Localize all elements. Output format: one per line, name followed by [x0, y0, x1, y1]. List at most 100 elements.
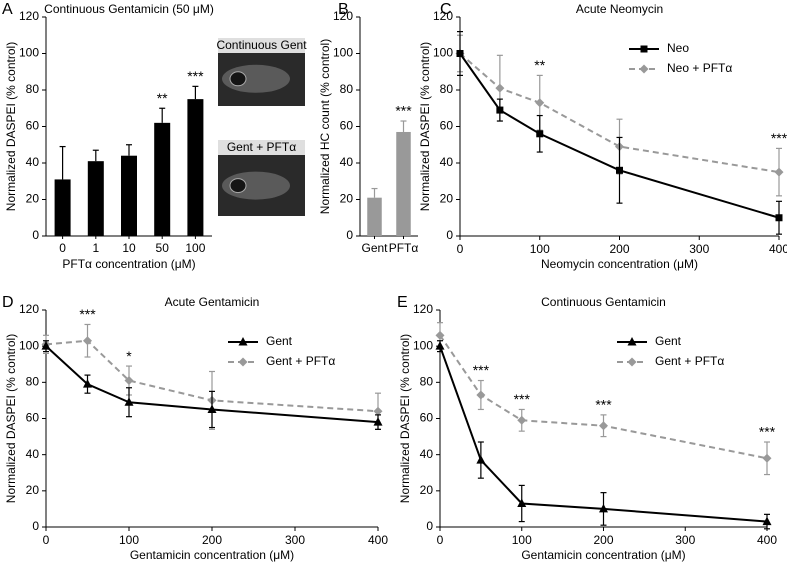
- bar: [154, 122, 171, 236]
- marker: [435, 341, 445, 350]
- y-tick-label: 60: [340, 119, 354, 133]
- x-tick-label: 400: [769, 242, 787, 256]
- error-bar: [159, 107, 166, 123]
- y-tick-label: 40: [26, 447, 40, 461]
- y-axis-label: Normalized DASPEI (% control): [418, 42, 432, 211]
- fish-eye: [229, 71, 247, 87]
- marker: [238, 337, 248, 346]
- panel-letter: A: [2, 1, 13, 18]
- y-axis-label: Normalized DASPEI (% control): [4, 334, 18, 503]
- chart-title: Acute Neomycin: [576, 2, 663, 16]
- marker: [495, 83, 505, 93]
- significance: ***: [759, 424, 776, 440]
- y-tick-label: 120: [333, 9, 353, 23]
- significance: *: [126, 348, 132, 364]
- marker: [124, 397, 134, 406]
- marker: [535, 98, 545, 108]
- y-tick-label: 100: [19, 338, 39, 352]
- y-tick-label: 120: [433, 9, 453, 23]
- y-tick-label: 0: [346, 228, 353, 242]
- y-tick-label: 80: [340, 82, 354, 96]
- marker: [627, 357, 637, 367]
- y-tick-label: 20: [26, 483, 40, 497]
- image-label: Continuous Gent: [216, 38, 307, 52]
- x-tick-label: 50: [156, 241, 170, 255]
- panel-letter: E: [397, 294, 408, 311]
- chart-title: Continuous Gentamicin (50 μM): [44, 2, 214, 16]
- marker: [456, 50, 464, 57]
- x-tick-label: PFTα: [389, 241, 419, 255]
- bar: [121, 155, 137, 236]
- marker: [476, 455, 486, 464]
- legend-label: Gent + PFTα: [655, 354, 724, 368]
- image-label: Gent + PFTα: [227, 140, 296, 154]
- x-axis-label: Neomycin concentration (μM): [541, 257, 698, 271]
- y-tick-label: 120: [413, 302, 433, 316]
- x-tick-label: 0: [437, 533, 444, 547]
- legend-label: Gent: [655, 334, 682, 348]
- y-tick-label: 0: [32, 519, 39, 533]
- panel-letter: C: [440, 1, 452, 18]
- marker: [517, 415, 527, 425]
- y-tick-label: 20: [440, 192, 454, 206]
- marker: [616, 166, 623, 174]
- error-bar: [192, 85, 199, 100]
- marker: [599, 503, 608, 513]
- y-axis-label: Normalized HC count (% control): [318, 39, 332, 214]
- legend-label: Gent + PFTα: [266, 354, 335, 368]
- y-tick-label: 80: [26, 375, 40, 389]
- marker: [124, 376, 134, 386]
- x-tick-label: 400: [368, 533, 388, 547]
- chart-title: Acute Gentamicin: [165, 295, 260, 309]
- y-tick-label: 60: [26, 119, 40, 133]
- significance: ***: [595, 397, 612, 413]
- x-tick-label: 100: [185, 241, 205, 255]
- marker: [762, 453, 772, 463]
- y-tick-label: 120: [19, 9, 39, 23]
- x-tick-label: 200: [609, 242, 629, 256]
- legend-label: Neo: [667, 41, 689, 55]
- legend-label: Gent: [266, 334, 293, 348]
- bar: [187, 99, 204, 236]
- marker: [775, 214, 783, 222]
- significance: ***: [514, 391, 531, 407]
- x-axis-label: Gentamicin concentration (μM): [521, 548, 685, 562]
- y-tick-label: 0: [426, 519, 433, 533]
- y-tick-label: 40: [420, 447, 434, 461]
- y-tick-label: 0: [446, 228, 453, 242]
- y-tick-label: 60: [26, 411, 40, 425]
- fish-eye: [229, 178, 247, 194]
- significance: ***: [79, 306, 96, 322]
- y-tick-label: 80: [440, 82, 454, 96]
- panel-letter: D: [2, 294, 14, 311]
- marker: [476, 390, 486, 400]
- significance: ***: [473, 362, 490, 378]
- image-label-bg: [218, 140, 305, 155]
- y-tick-label: 80: [420, 375, 434, 389]
- bar: [367, 197, 382, 236]
- marker: [639, 64, 649, 74]
- marker: [41, 341, 51, 350]
- y-tick-label: 20: [420, 483, 434, 497]
- significance: **: [534, 57, 545, 73]
- y-tick-label: 0: [32, 228, 39, 242]
- significance: **: [157, 90, 168, 106]
- x-tick-label: 300: [285, 533, 305, 547]
- y-tick-label: 20: [340, 192, 354, 206]
- bar: [396, 131, 411, 236]
- x-tick-label: 100: [512, 533, 532, 547]
- marker: [627, 337, 637, 346]
- marker: [207, 404, 217, 413]
- error-bar: [92, 149, 99, 162]
- x-tick-label: 100: [530, 242, 550, 256]
- y-tick-label: 100: [433, 46, 453, 60]
- x-tick-label: 400: [757, 533, 777, 547]
- significance: ***: [395, 103, 412, 119]
- x-tick-label: 10: [122, 241, 136, 255]
- y-tick-label: 80: [26, 82, 40, 96]
- y-tick-label: 40: [440, 155, 454, 169]
- x-tick-label: 100: [119, 533, 139, 547]
- significance: ***: [187, 68, 204, 84]
- error-bar: [371, 187, 378, 198]
